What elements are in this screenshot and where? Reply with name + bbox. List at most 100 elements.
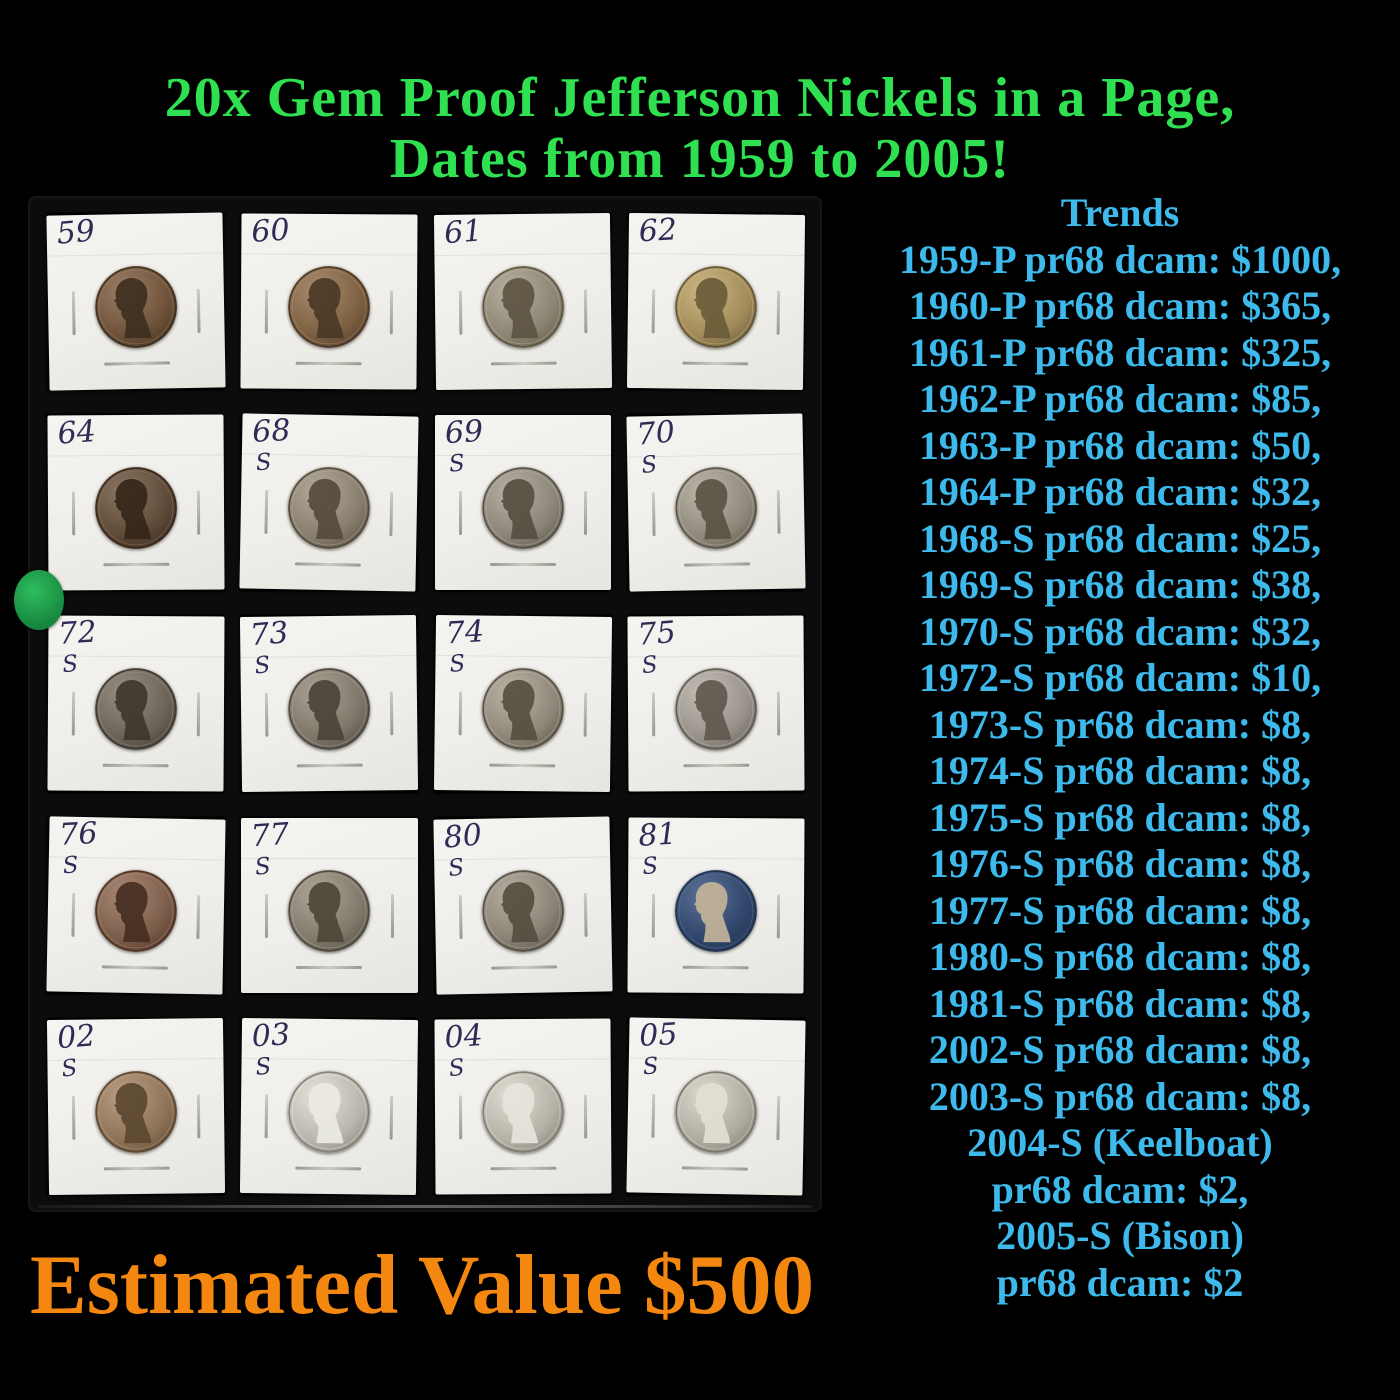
staple bbox=[682, 361, 749, 366]
coin-holder: 73 S bbox=[240, 615, 419, 793]
staple bbox=[102, 764, 169, 768]
coin-holder: 68 S bbox=[239, 413, 420, 592]
coin-holder: 75 S bbox=[627, 615, 805, 793]
staple bbox=[651, 893, 655, 938]
staple bbox=[776, 1095, 781, 1140]
trend-line: 2004-S (Keelboat) bbox=[967, 1120, 1273, 1165]
page-pocket: 74 S bbox=[432, 614, 613, 794]
mintmark-text: S bbox=[253, 652, 273, 680]
coin-page: 59 60 bbox=[28, 196, 822, 1212]
listing-title: 20x Gem Proof Jefferson Nickels in a Pag… bbox=[25, 68, 1375, 190]
page-pocket: 68 S bbox=[239, 413, 420, 593]
page-pocket: 03 S bbox=[239, 1016, 420, 1196]
trend-line: 1972-S pr68 dcam: $10, bbox=[918, 655, 1322, 700]
page-pocket: 75 S bbox=[625, 614, 806, 794]
jefferson-nickel-coin bbox=[674, 1070, 758, 1154]
year-text: 02 bbox=[55, 1018, 97, 1057]
coin-holder: 02 S bbox=[46, 1017, 226, 1196]
staple bbox=[197, 1094, 201, 1139]
staple bbox=[489, 563, 556, 567]
jefferson-bust-icon bbox=[482, 467, 564, 549]
staple bbox=[458, 491, 462, 536]
trend-line: 1969-S pr68 dcam: $38, bbox=[918, 562, 1322, 607]
page-pocket: 05 S bbox=[625, 1016, 806, 1196]
holder-year-label: 05 S bbox=[638, 1016, 679, 1080]
staple bbox=[390, 691, 394, 736]
holder-year-label: 76 S bbox=[58, 816, 98, 879]
staple bbox=[390, 290, 394, 335]
jefferson-bust-icon bbox=[95, 266, 177, 348]
holder-year-label: 59 bbox=[55, 213, 96, 251]
staple bbox=[583, 491, 587, 536]
staple bbox=[776, 290, 781, 335]
estimated-value: Estimated Value $500 bbox=[30, 1238, 814, 1332]
jefferson-bust-icon bbox=[288, 870, 370, 952]
year-text: 80 bbox=[441, 817, 483, 856]
staple bbox=[489, 1166, 557, 1171]
coin-holder: 77 S bbox=[241, 816, 418, 993]
holder-year-label: 03 S bbox=[251, 1017, 291, 1081]
year-text: 72 bbox=[57, 614, 98, 653]
staple bbox=[583, 1094, 587, 1139]
trend-line: 1959-P pr68 dcam: $1000, bbox=[898, 236, 1342, 282]
year-text: 05 bbox=[638, 1016, 679, 1054]
year-text: 04 bbox=[442, 1017, 484, 1056]
staple bbox=[265, 893, 269, 938]
staple bbox=[197, 288, 201, 333]
page-pocket: 60 bbox=[239, 212, 420, 392]
page-pocket: 80 S bbox=[432, 815, 613, 995]
page-pocket: 59 bbox=[46, 212, 227, 392]
staple bbox=[296, 965, 363, 969]
jefferson-nickel-coin bbox=[481, 265, 565, 349]
mintmark-text: S bbox=[60, 1054, 79, 1083]
page-pocket: 04 S bbox=[432, 1016, 613, 1196]
trend-line: 2003-S pr68 dcam: $8, bbox=[928, 1073, 1312, 1119]
jefferson-bust-icon bbox=[288, 266, 370, 348]
staple bbox=[683, 562, 751, 567]
trend-line: 1963-P pr68 dcam: $50, bbox=[918, 422, 1322, 468]
trends-panel: Trends 1959-P pr68 dcam: $1000, 1960-P pr… bbox=[845, 190, 1395, 1306]
page-pocket: 76 S bbox=[46, 816, 227, 995]
staple bbox=[583, 289, 588, 334]
staple bbox=[651, 1093, 655, 1138]
holder-year-label: 75 S bbox=[636, 615, 677, 679]
staple bbox=[71, 291, 76, 336]
trend-line: 1981-S pr68 dcam: $8, bbox=[928, 980, 1312, 1026]
jefferson-bust-icon bbox=[675, 668, 757, 750]
trend-line: 1975-S pr68 dcam: $8, bbox=[928, 794, 1312, 840]
trend-line: 1968-S pr68 dcam: $25, bbox=[918, 515, 1322, 561]
trend-line: 1977-S pr68 dcam: $8, bbox=[928, 887, 1312, 933]
jefferson-nickel-coin bbox=[481, 667, 565, 751]
year-text: 64 bbox=[56, 414, 97, 452]
mintmark-text: S bbox=[447, 450, 466, 478]
coin-holder: 69 S bbox=[434, 414, 612, 591]
trend-line: 1962-P pr68 dcam: $85, bbox=[918, 376, 1322, 421]
staple bbox=[583, 693, 587, 738]
coin-holder: 64 bbox=[47, 414, 225, 591]
staple bbox=[264, 490, 269, 535]
coin-holder: 59 bbox=[46, 212, 226, 391]
staple bbox=[196, 894, 201, 939]
coin-holder: 80 S bbox=[432, 815, 613, 995]
staple bbox=[295, 1166, 362, 1171]
staple bbox=[265, 289, 269, 334]
staple bbox=[295, 361, 363, 366]
coin-holder: 62 bbox=[626, 212, 806, 391]
jefferson-nickel-coin bbox=[94, 868, 178, 953]
jefferson-nickel-coin bbox=[674, 466, 758, 550]
holder-year-label: 73 S bbox=[249, 616, 290, 680]
coin-holder: 74 S bbox=[433, 614, 612, 793]
coin-holder: 05 S bbox=[626, 1016, 806, 1196]
jefferson-bust-icon bbox=[482, 266, 564, 348]
jefferson-bust-icon bbox=[675, 870, 757, 952]
jefferson-bust-icon bbox=[95, 467, 177, 549]
trends-list: 1959-P pr68 dcam: $1000, 1960-P pr68 dcam… bbox=[845, 237, 1395, 1307]
coin-holder: 70 S bbox=[626, 413, 806, 592]
holder-year-label: 74 S bbox=[444, 614, 485, 679]
jefferson-bust-icon bbox=[675, 1071, 757, 1153]
trend-line: 1960-P pr68 dcam: $365, bbox=[908, 283, 1332, 328]
holder-year-label: 62 bbox=[638, 212, 678, 249]
year-text: 74 bbox=[444, 614, 485, 652]
trend-line: 2002-S pr68 dcam: $8, bbox=[928, 1027, 1312, 1072]
